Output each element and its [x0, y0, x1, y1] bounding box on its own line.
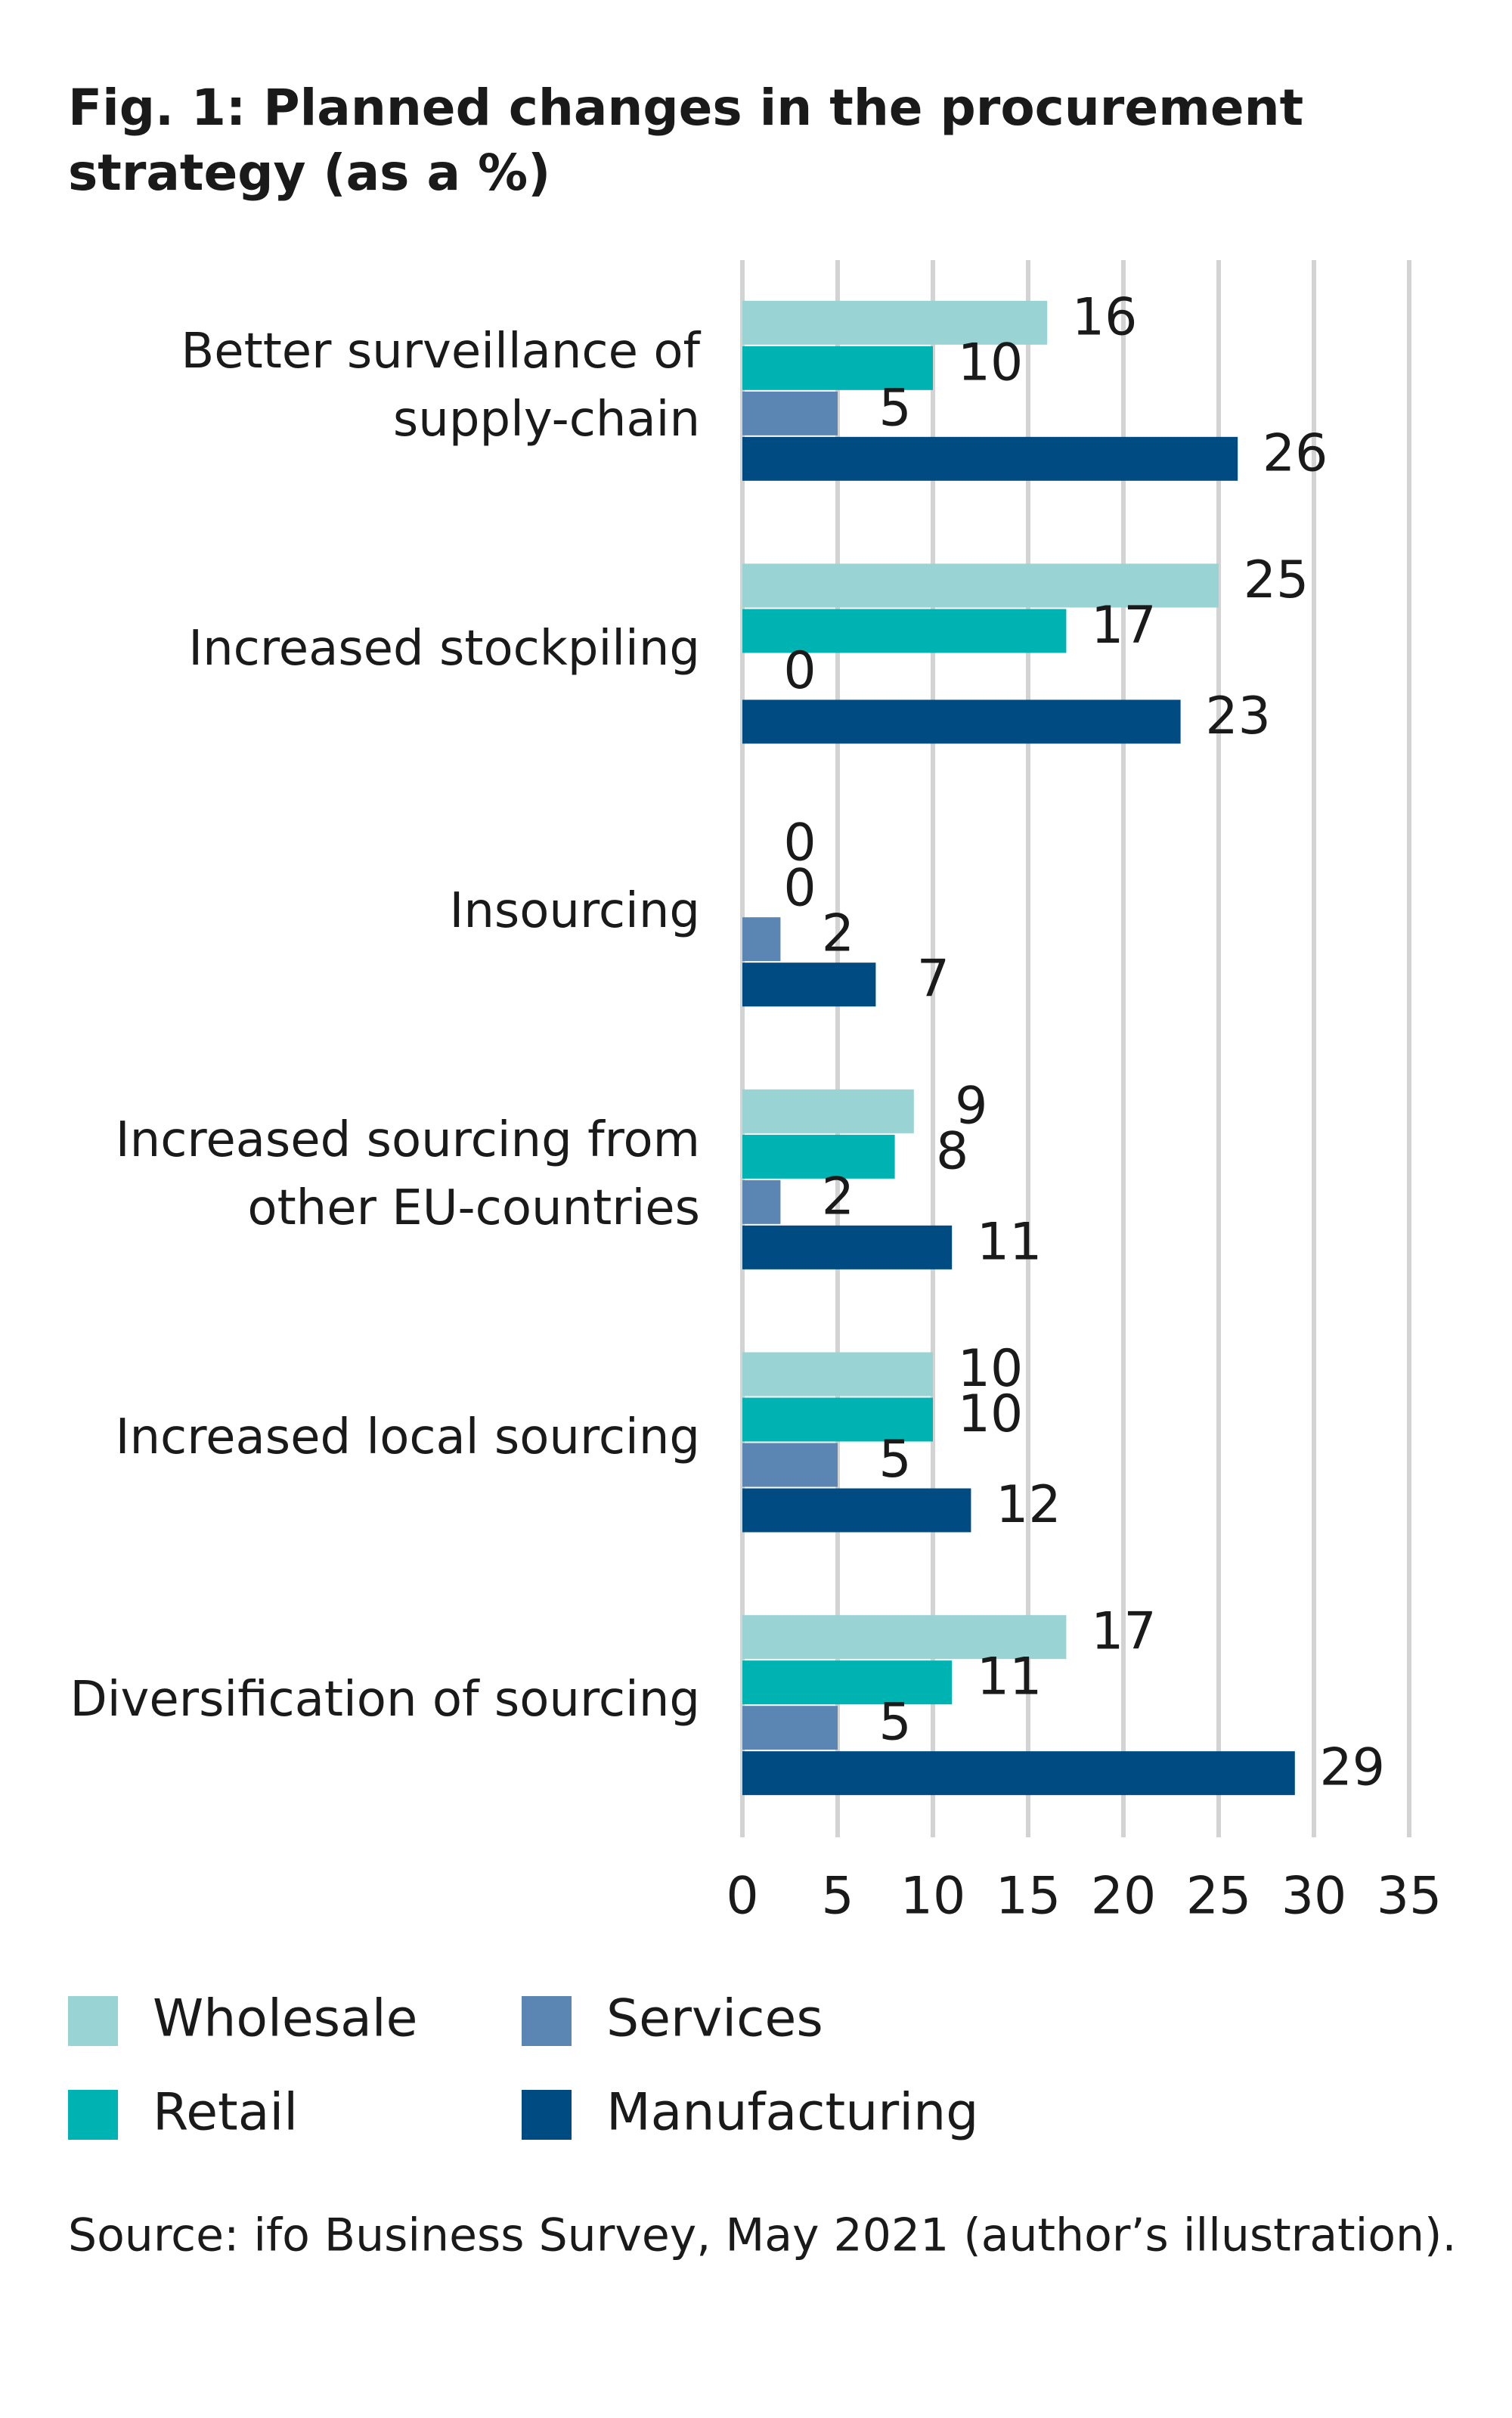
- data-label: 17: [1091, 596, 1157, 656]
- legend-label: Wholesale: [153, 1989, 418, 2049]
- legend-swatch: [522, 1996, 572, 2046]
- data-label: 23: [1205, 687, 1271, 746]
- x-tick-label: 20: [1091, 1867, 1157, 1927]
- x-tick-label: 5: [821, 1867, 854, 1927]
- data-label: 0: [783, 814, 816, 873]
- x-tick-label: 30: [1281, 1867, 1347, 1927]
- data-label: 5: [878, 1693, 911, 1753]
- bar: [742, 1443, 838, 1487]
- y-tick-label: Increased stockpiling: [188, 620, 700, 677]
- bar: [742, 1089, 914, 1133]
- bar: [742, 436, 1238, 481]
- bar: [742, 1615, 1067, 1660]
- chart-title: Fig. 1: Planned changes in the procureme…: [68, 79, 1304, 202]
- y-tick-label: Diversification of sourcing: [70, 1672, 700, 1728]
- data-label: 26: [1263, 423, 1328, 483]
- y-tick-label: Insourcing: [449, 883, 700, 940]
- data-label: 5: [878, 1430, 911, 1490]
- data-label: 16: [1072, 287, 1138, 347]
- legend-swatch: [68, 2090, 118, 2140]
- x-tick-label: 35: [1377, 1867, 1442, 1927]
- data-label: 10: [958, 1384, 1024, 1444]
- data-label: 7: [917, 950, 950, 1009]
- data-label: 10: [958, 1339, 1024, 1399]
- x-tick-label: 0: [726, 1867, 758, 1927]
- x-tick-label: 10: [900, 1867, 966, 1927]
- data-label: 9: [955, 1076, 987, 1136]
- data-label: 11: [977, 1648, 1043, 1707]
- legend-label: Manufacturing: [606, 2083, 978, 2143]
- x-tick-label: 15: [996, 1867, 1061, 1927]
- data-label: 29: [1320, 1738, 1386, 1798]
- bar: [742, 1488, 971, 1533]
- y-tick-label: Increased local sourcing: [115, 1409, 700, 1465]
- data-label: 10: [958, 333, 1024, 392]
- data-label: 0: [783, 641, 816, 701]
- legend-label: Retail: [153, 2083, 298, 2143]
- y-tick-label: Increased sourcing from other EU-countri…: [115, 1111, 700, 1236]
- bar: [742, 1706, 838, 1750]
- legend-label: Services: [606, 1989, 823, 2049]
- x-tick-label: 25: [1186, 1867, 1252, 1927]
- bar: [742, 609, 1067, 653]
- bar: [742, 346, 933, 390]
- data-label: 12: [996, 1475, 1061, 1535]
- data-label: 25: [1244, 550, 1309, 610]
- legend-swatch: [68, 1996, 118, 2046]
- bar: [742, 391, 838, 436]
- bar: [742, 300, 1048, 345]
- bar: [742, 1397, 933, 1442]
- data-label: 5: [878, 378, 911, 438]
- bar: [742, 1751, 1295, 1796]
- bar: [742, 1352, 933, 1397]
- bar: [742, 1180, 781, 1224]
- bar: [742, 963, 876, 1007]
- data-label: 2: [822, 904, 854, 964]
- data-label: 2: [822, 1167, 854, 1226]
- y-tick-label: Better surveillance of supply-chain: [181, 323, 700, 448]
- source: Source: ifo Business Survey, May 2021 (a…: [68, 2209, 1457, 2262]
- bar: [742, 917, 781, 962]
- bar: [742, 699, 1181, 744]
- data-label: 8: [936, 1121, 968, 1181]
- data-label: 0: [783, 859, 816, 919]
- data-label: 17: [1091, 1602, 1157, 1662]
- data-label: 11: [977, 1212, 1043, 1272]
- bar: [742, 1225, 953, 1269]
- bar: [742, 1660, 953, 1705]
- legend-swatch: [522, 2090, 572, 2140]
- bar: [742, 1134, 895, 1179]
- bar: [742, 563, 1219, 608]
